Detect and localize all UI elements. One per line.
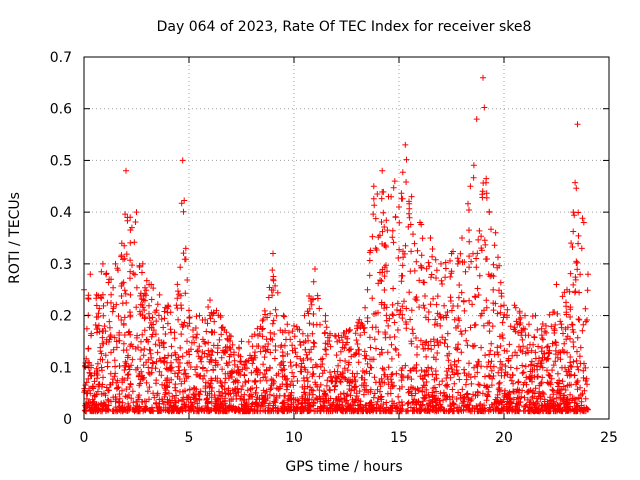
x-tick-label: 20 [495,430,513,446]
x-tick-label: 10 [285,430,303,446]
x-axis-tick-labels: 0 5 10 15 20 25 [80,430,618,446]
x-tick-label: 5 [185,430,194,446]
y-tick-label: 0.1 [50,360,72,376]
x-tick-label: 0 [80,430,89,446]
y-tick-label: 0.5 [50,153,72,169]
y-tick-label: 0.6 [50,102,72,118]
axis-ticks [83,56,610,420]
chart-title: Day 064 of 2023, Rate Of TEC Index for r… [157,19,532,35]
plot-frame [83,56,610,420]
y-tick-label: 0.3 [50,257,72,273]
roti-point-markers [81,74,591,415]
x-tick-label: 15 [390,430,408,446]
y-tick-label: 0.2 [50,309,72,325]
y-axis-tick-labels: 0 0.1 0.2 0.3 0.4 0.5 0.6 0.7 [50,50,72,428]
x-axis-label: GPS time / hours [285,459,402,475]
x-tick-label: 25 [600,430,618,446]
grid [84,57,609,419]
y-tick-label: 0.4 [50,205,72,221]
data-series-roti [81,74,591,415]
y-axis-label: ROTI / TECUs [7,192,23,284]
y-tick-label: 0.7 [50,50,72,66]
y-tick-label: 0 [63,412,72,428]
